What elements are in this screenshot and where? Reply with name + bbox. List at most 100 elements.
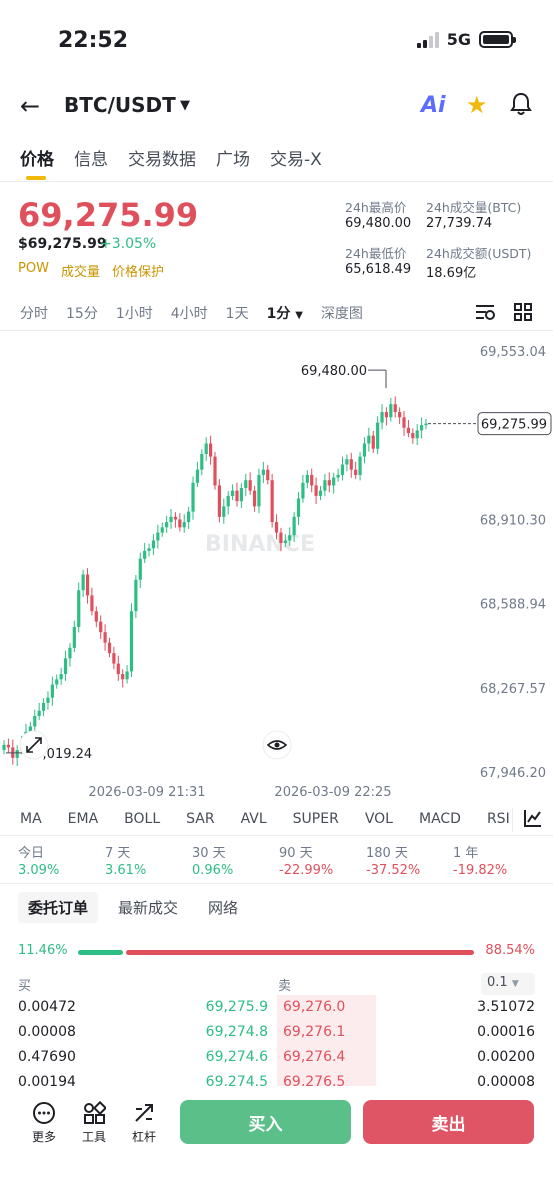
perf-value-90d: -22.99% [279,863,334,878]
tag-volume[interactable]: 成交量 [60,265,100,280]
divider [0,835,553,836]
ask-quantity: 3.51072 [477,999,535,1015]
orderbook-row[interactable]: 0.00472 69,275.9 69,276.0 3.51072 [0,995,553,1024]
tab-trade-x[interactable]: 交易-X [270,150,322,170]
interval-1d[interactable]: 1天 [225,306,249,322]
pair-title[interactable]: BTC/USDT [64,93,176,117]
indicator-chart-icon[interactable] [512,808,543,832]
orderbook-row[interactable]: 0.47690 69,274.6 69,276.4 0.00200 [0,1045,553,1074]
interval-depth[interactable]: 深度图 [320,306,363,322]
candle-body [85,574,90,596]
tab-order-book[interactable]: 委托订单 [18,892,99,923]
perf-value-7d: 3.61% [105,863,147,878]
chart-settings-icon[interactable] [474,303,496,325]
bell-icon[interactable] [510,92,532,120]
bid-price: 69,274.8 [205,1024,268,1040]
indicator-avl[interactable]: AVL [240,811,267,827]
precision-select[interactable]: 0.1 ▼ [481,973,535,995]
more-button[interactable]: 更多 [24,1101,64,1145]
interval-15m[interactable]: 15分 [66,306,98,322]
candle-body [46,697,50,703]
candle-body [235,490,239,502]
interval-time[interactable]: 分时 [20,306,48,322]
buy-header: 买 [18,979,32,994]
tab-price[interactable]: 价格 [20,150,54,170]
candle-body [165,522,169,528]
indicator-bar: MA EMA BOLL SAR AVL SUPER VOL MACD RSI [20,811,536,827]
candle-body [305,474,309,483]
candle-body [187,511,191,523]
caret-down-icon[interactable]: ▼ [180,98,190,113]
tab-square[interactable]: 广场 [216,150,250,170]
perf-label-7d: 7 天 [105,846,131,861]
candle-body [257,474,261,507]
perf-label-1y: 1 年 [453,846,479,861]
indicator-ma[interactable]: MA [20,811,42,827]
more-icon [33,1102,55,1124]
y-tick-label: 69,553.04 [480,345,546,360]
x-tick-label: 2026-03-09 22:25 [274,785,391,800]
tag-pow[interactable]: POW [18,261,49,276]
candle-body [178,519,182,528]
indicator-vol[interactable]: VOL [364,811,393,827]
sell-button[interactable]: 卖出 [363,1100,534,1144]
candle-body [239,488,243,502]
tools-button[interactable]: 工具 [74,1100,114,1145]
favorite-star-icon[interactable]: ★ [466,91,488,119]
interval-bar: 分时 15分 1小时 4小时 1天 1分 ▼ 深度图 [20,303,381,323]
interval-1m-label: 1分 [266,306,291,322]
leverage-button[interactable]: 杠杆 [124,1101,164,1145]
ask-quantity: 0.00200 [477,1049,535,1065]
candle-body [336,474,340,478]
buy-button[interactable]: 买入 [180,1100,351,1144]
divider [0,330,553,331]
candle-body [402,417,406,428]
indicator-boll[interactable]: BOLL [124,811,161,827]
candle-body [156,532,160,541]
interval-1m[interactable]: 1分 ▼ [267,303,303,323]
candle-body [15,750,19,758]
ask-price: 69,276.4 [283,1049,346,1065]
ticker-tags: POW 成交量 价格保护 [18,261,164,280]
indicator-sar[interactable]: SAR [186,811,215,827]
tab-trading-data[interactable]: 交易数据 [128,150,196,170]
tab-network[interactable]: 网络 [208,899,239,917]
indicator-ema[interactable]: EMA [67,811,99,827]
ask-depth-bar [277,1020,376,1045]
orderbook-row[interactable]: 0.00008 69,274.8 69,276.1 0.00016 [0,1020,553,1049]
candle-body [99,621,103,633]
indicator-super[interactable]: SUPER [292,811,339,827]
interval-1h[interactable]: 1小时 [115,306,153,322]
candlestick-chart[interactable]: BINANCE 69,553.04 68,910.30 68,588.94 68,267… [0,335,553,805]
candle-body [411,433,415,439]
tools-icon [84,1100,108,1124]
candle-body [296,498,301,517]
bid-quantity: 0.00472 [18,999,76,1015]
tools-label: 工具 [81,1130,106,1144]
perf-value-1y: -19.82% [453,863,508,878]
indicator-macd[interactable]: MACD [418,811,461,827]
back-arrow-icon[interactable]: ← [20,92,41,120]
tab-latest-trades[interactable]: 最新成交 [118,899,179,917]
candle-body [310,474,314,486]
candle-body [138,558,142,580]
high-value: 69,480.00 [345,216,412,231]
tag-price-protection[interactable]: 价格保护 [111,265,164,280]
main-tabs: 价格 信息 交易数据 广场 交易-X [20,145,322,170]
last-price: 69,275.99 [18,196,199,234]
tab-info[interactable]: 信息 [74,150,108,170]
candle-body [112,653,116,664]
candle-body [314,485,318,496]
candle-body [274,522,279,533]
candle-body [266,469,270,481]
candle-body [332,477,336,486]
eye-icon [274,742,280,748]
candle-body [169,516,173,523]
candle-body [59,674,63,680]
interval-4h[interactable]: 4小时 [170,306,208,322]
leverage-label: 杠杆 [131,1130,156,1144]
grid-layout-icon[interactable] [514,303,532,325]
indicator-rsi[interactable]: RSI [486,811,510,827]
candle-body [134,579,138,612]
ai-icon[interactable]: Ai [421,93,446,118]
